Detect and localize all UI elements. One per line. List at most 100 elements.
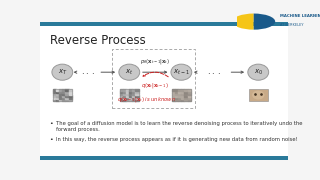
Bar	[120, 91, 123, 93]
Bar	[132, 91, 135, 93]
Bar	[123, 97, 126, 99]
Bar	[120, 99, 123, 101]
Bar	[53, 89, 56, 91]
Bar	[249, 89, 268, 101]
Bar	[188, 95, 191, 97]
Bar	[188, 89, 191, 91]
Bar	[175, 99, 178, 101]
Bar	[53, 93, 56, 95]
Bar	[123, 95, 126, 97]
Bar	[62, 91, 65, 93]
FancyBboxPatch shape	[40, 26, 288, 156]
Bar	[126, 97, 129, 99]
Bar	[68, 91, 72, 93]
Bar	[184, 95, 188, 97]
Bar	[68, 93, 72, 95]
Bar	[120, 95, 123, 97]
Bar	[126, 99, 129, 101]
Bar	[62, 93, 65, 95]
Text: •: •	[49, 137, 52, 142]
Bar	[172, 89, 175, 91]
Bar	[123, 99, 126, 101]
Bar	[175, 95, 178, 97]
Bar	[65, 99, 68, 101]
Bar	[181, 95, 184, 97]
Bar	[184, 99, 188, 101]
Wedge shape	[254, 14, 275, 30]
Bar	[178, 97, 181, 99]
Bar	[53, 99, 56, 101]
Bar	[184, 93, 188, 95]
Ellipse shape	[248, 64, 269, 80]
Bar	[68, 97, 72, 99]
Bar	[129, 95, 132, 97]
Bar	[65, 95, 68, 97]
FancyBboxPatch shape	[40, 156, 288, 160]
Bar	[132, 89, 135, 91]
Bar	[126, 91, 129, 93]
Bar	[132, 93, 135, 95]
Bar	[175, 91, 178, 93]
Bar	[178, 93, 181, 95]
Wedge shape	[232, 14, 254, 30]
Bar	[59, 97, 62, 99]
Text: $x_t$: $x_t$	[125, 68, 133, 77]
Bar	[59, 91, 62, 93]
Bar	[184, 91, 188, 93]
Bar	[53, 89, 72, 101]
Bar	[135, 97, 139, 99]
Bar	[135, 89, 139, 91]
Bar	[126, 89, 129, 91]
Bar	[181, 91, 184, 93]
Bar	[129, 93, 132, 95]
Bar	[135, 93, 139, 95]
Bar	[181, 89, 184, 91]
Bar	[62, 97, 65, 99]
Bar	[123, 93, 126, 95]
Bar	[184, 89, 188, 91]
Bar	[132, 99, 135, 101]
Bar	[175, 89, 178, 91]
Bar	[188, 91, 191, 93]
Ellipse shape	[52, 64, 73, 80]
FancyBboxPatch shape	[40, 22, 288, 26]
Text: $q(\mathbf{x}_{t-1}|\mathbf{x}_t)$ is unknown: $q(\mathbf{x}_{t-1}|\mathbf{x}_t)$ is un…	[116, 95, 176, 104]
Bar	[68, 95, 72, 97]
Bar	[135, 91, 139, 93]
Text: $x_0$: $x_0$	[254, 68, 263, 77]
Bar	[188, 99, 191, 101]
Bar	[53, 97, 56, 99]
Bar	[123, 91, 126, 93]
Bar	[62, 89, 65, 91]
Bar	[56, 97, 59, 99]
Text: •: •	[49, 121, 52, 126]
Ellipse shape	[171, 64, 192, 80]
Bar	[123, 89, 126, 91]
Bar	[181, 99, 184, 101]
Bar	[172, 93, 175, 95]
Text: $q(\mathbf{x}_t|\mathbf{x}_{t-1})$: $q(\mathbf{x}_t|\mathbf{x}_{t-1})$	[141, 81, 169, 90]
Bar	[56, 99, 59, 101]
Bar	[178, 95, 181, 97]
Bar	[184, 97, 188, 99]
Bar	[129, 91, 132, 93]
Bar	[65, 97, 68, 99]
Text: $p_\theta(\mathbf{x}_{t-1}|\mathbf{x}_t)$: $p_\theta(\mathbf{x}_{t-1}|\mathbf{x}_t)…	[140, 57, 170, 66]
Bar	[65, 93, 68, 95]
Text: $x_{t-1}$: $x_{t-1}$	[173, 68, 190, 77]
Bar	[120, 89, 139, 101]
Bar	[120, 89, 123, 91]
Bar	[68, 99, 72, 101]
Bar	[56, 95, 59, 97]
Bar	[172, 91, 175, 93]
Bar	[129, 99, 132, 101]
Bar	[188, 97, 191, 99]
Bar	[132, 97, 135, 99]
Text: MACHINE LEARNING: MACHINE LEARNING	[280, 14, 320, 18]
Bar	[178, 99, 181, 101]
Text: AT BERKELEY: AT BERKELEY	[280, 23, 303, 27]
Bar	[135, 99, 139, 101]
Bar	[175, 97, 178, 99]
Bar	[126, 93, 129, 95]
Bar	[120, 97, 123, 99]
